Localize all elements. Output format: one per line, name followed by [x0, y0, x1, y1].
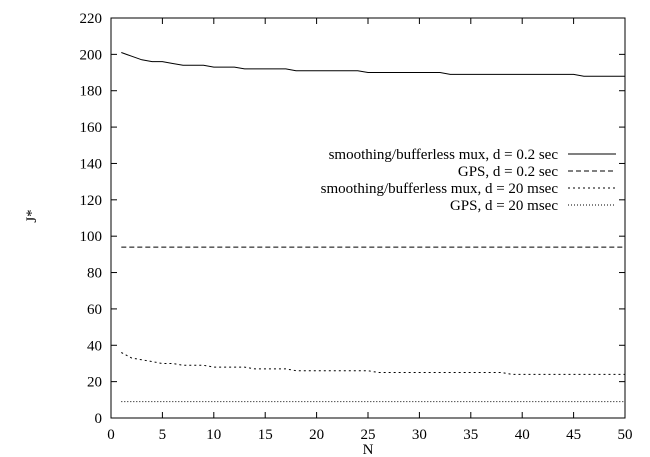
y-axis-label: J* — [24, 209, 40, 222]
x-tick-label: 50 — [618, 427, 633, 443]
x-tick-label: 25 — [361, 427, 376, 443]
x-tick-label: 30 — [412, 427, 427, 443]
y-tick-label: 160 — [80, 120, 103, 136]
y-tick-label: 140 — [80, 156, 103, 172]
x-tick-label: 40 — [515, 427, 530, 443]
x-tick-label: 5 — [159, 427, 167, 443]
y-tick-label: 40 — [87, 338, 102, 354]
x-tick-label: 15 — [258, 427, 273, 443]
series-line-1 — [121, 52, 625, 77]
x-tick-label: 10 — [206, 427, 221, 443]
y-tick-label: 220 — [80, 11, 103, 27]
legend-label: smoothing/bufferless mux, d = 20 msec — [321, 181, 559, 197]
y-tick-label: 100 — [80, 229, 103, 245]
x-tick-label: 45 — [566, 427, 581, 443]
y-tick-label: 120 — [80, 193, 103, 209]
x-tick-label: 0 — [107, 427, 115, 443]
series-line-3 — [121, 352, 625, 375]
x-tick-label: 20 — [309, 427, 324, 443]
y-tick-label: 0 — [95, 411, 103, 427]
x-axis-label: N — [363, 442, 374, 457]
y-tick-label: 60 — [87, 302, 102, 318]
plot-area-frame — [110, 17, 626, 419]
legend-label: GPS, d = 0.2 sec — [458, 164, 558, 180]
y-tick-label: 80 — [87, 266, 102, 282]
y-tick-label: 20 — [87, 375, 102, 391]
x-tick-label: 35 — [463, 427, 478, 443]
legend-label: GPS, d = 20 msec — [450, 198, 558, 214]
y-tick-label: 200 — [80, 47, 103, 63]
y-tick-label: 180 — [80, 84, 103, 100]
legend: smoothing/bufferless mux, d = 0.2 secGPS… — [321, 147, 616, 214]
legend-label: smoothing/bufferless mux, d = 0.2 sec — [329, 147, 559, 163]
